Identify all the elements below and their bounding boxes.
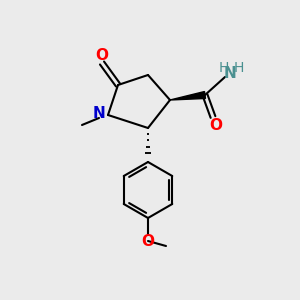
Polygon shape [170, 92, 206, 100]
Text: H: H [234, 61, 244, 75]
Text: N: N [93, 106, 105, 121]
Text: O: O [142, 233, 154, 248]
Text: N: N [224, 65, 236, 80]
Text: O: O [209, 118, 223, 133]
Text: H: H [219, 61, 229, 75]
Text: O: O [95, 47, 109, 62]
